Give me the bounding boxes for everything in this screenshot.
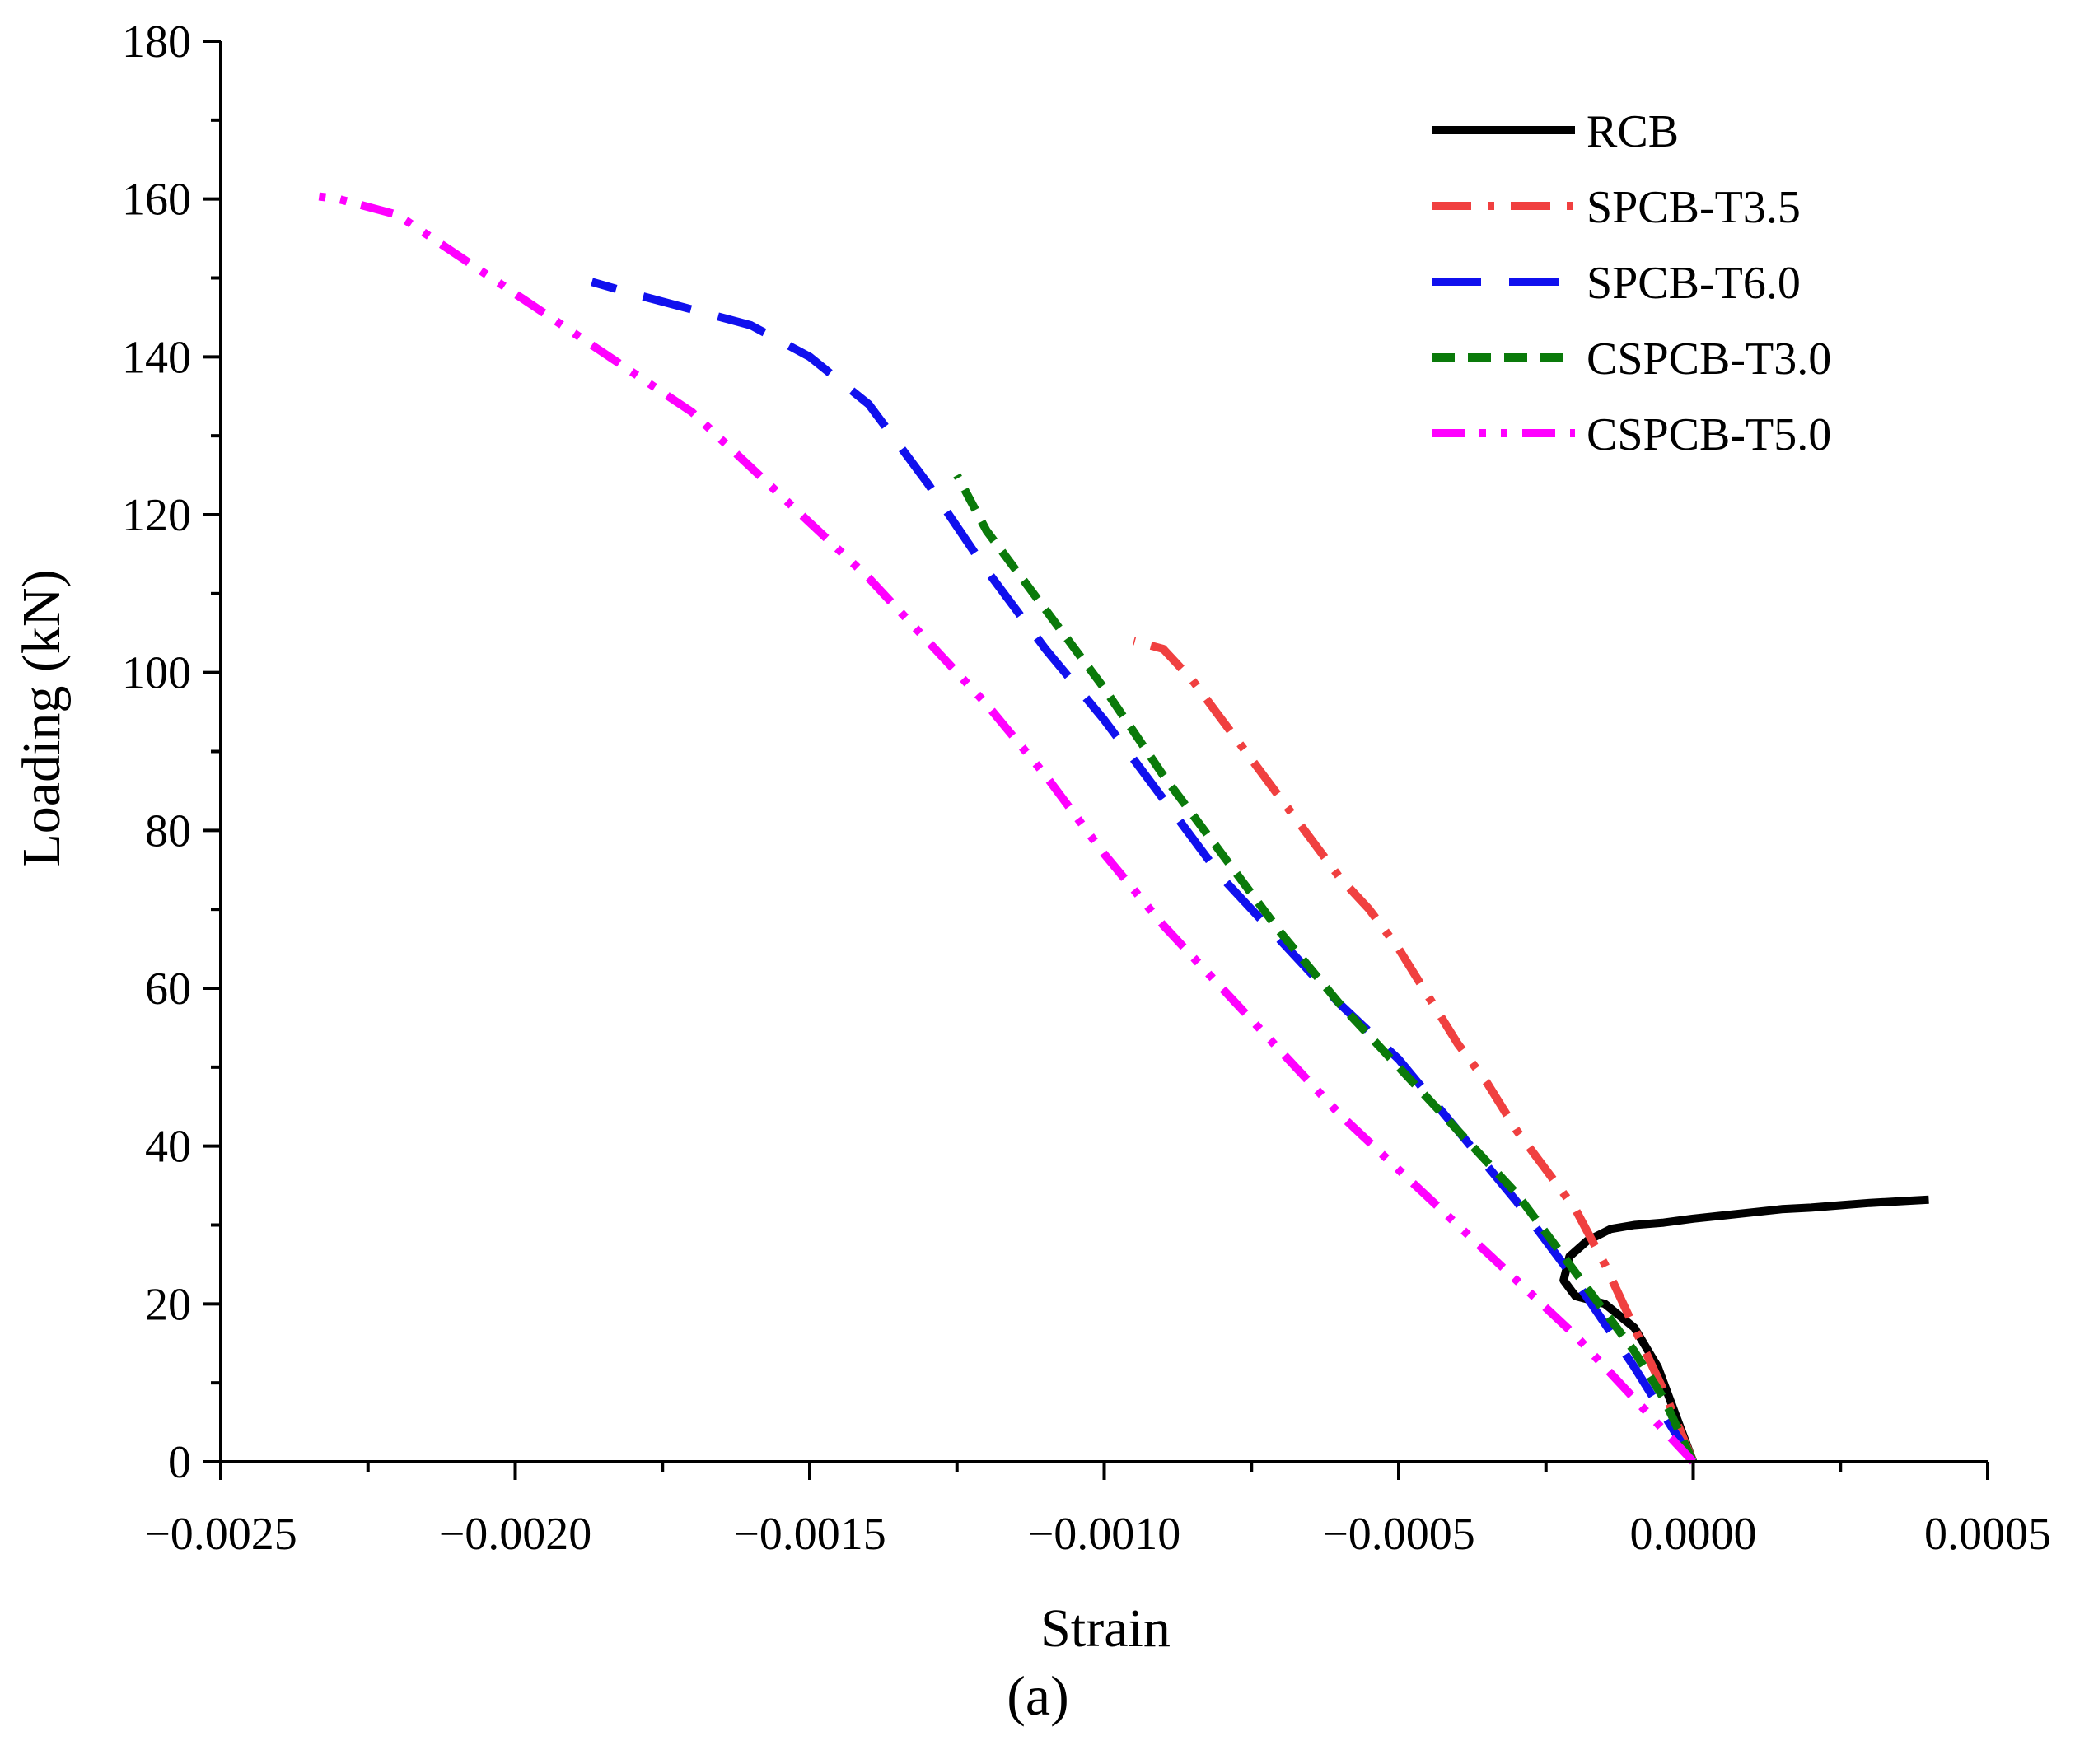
y-tick-label: 80 <box>145 805 191 856</box>
x-tick-label: 0.0000 <box>1630 1509 1757 1560</box>
axes-layer: −0.0025 −0.0020 −0.0015 −0.0010 −0.0005 0.000… <box>122 16 2051 1560</box>
x-axis-title: Strain <box>1040 1598 1171 1659</box>
x-tick-label: −0.0025 <box>144 1509 297 1560</box>
legend-label: CSPCB-T3.0 <box>1587 334 1831 385</box>
series-line-spcb-t6-0 <box>591 278 1697 1464</box>
x-tick-label: −0.0020 <box>439 1509 592 1560</box>
y-tick-label: 20 <box>145 1279 191 1330</box>
legend: RCB SPCB-T3.5 SPCB-T6.0 CSPCB-T3.0 CSPCB-T5.… <box>1432 106 1831 460</box>
y-tick-label: 60 <box>145 964 191 1015</box>
x-tick-label: −0.0015 <box>733 1509 886 1560</box>
y-tick-label: 40 <box>145 1122 191 1173</box>
series-layer <box>308 190 1929 1465</box>
legend-label: SPCB-T6.0 <box>1587 258 1801 309</box>
x-tick-label: −0.0010 <box>1028 1509 1181 1560</box>
series-line-spcb-t3-5 <box>1133 637 1698 1463</box>
y-tick-label: 160 <box>122 175 191 226</box>
y-tick-label: 180 <box>122 16 191 68</box>
y-tick-label: 0 <box>168 1437 191 1488</box>
legend-label: SPCB-T3.5 <box>1587 182 1801 233</box>
series-line-cspcb-t3-0 <box>953 473 1698 1464</box>
panel-label: (a) <box>1007 1664 1068 1727</box>
y-tick-label: 100 <box>122 648 191 699</box>
legend-label: RCB <box>1587 106 1679 157</box>
x-tick-label: −0.0005 <box>1322 1509 1475 1560</box>
y-tick-label: 140 <box>122 332 191 383</box>
series-line-cspcb-t5-0 <box>308 190 1697 1465</box>
y-axis-title: Loading (kN) <box>12 569 72 866</box>
x-tick-label: 0.0005 <box>1924 1509 2051 1560</box>
series-line-rcb <box>1559 1195 1929 1463</box>
legend-label: CSPCB-T5.0 <box>1587 409 1831 460</box>
y-tick-label: 120 <box>122 490 191 541</box>
